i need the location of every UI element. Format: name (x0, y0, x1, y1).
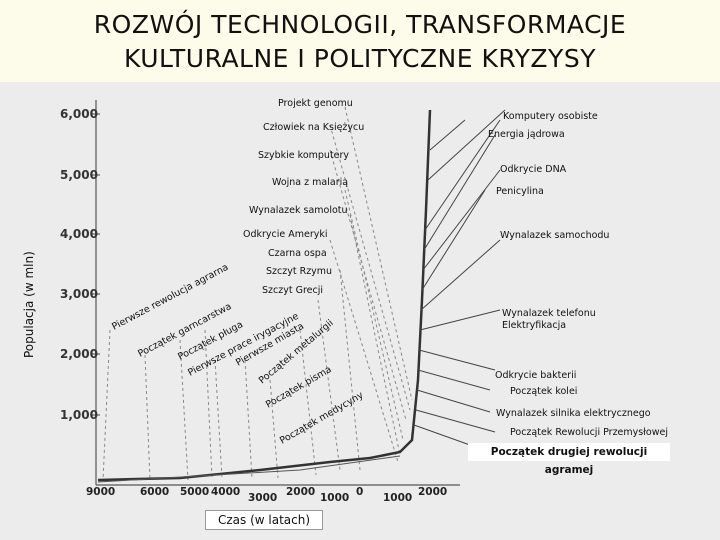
event-label: Wynalazek samolotu (249, 205, 348, 216)
y-tick-label: 3,000 (60, 287, 98, 301)
x-tick-label: 2000 (286, 486, 315, 498)
event-label: Odkrycie bakterii (495, 370, 576, 381)
figure-background (0, 82, 720, 540)
y-tick-label: 5,000 (60, 168, 98, 182)
x-tick-label: 3000 (248, 492, 277, 504)
title-band (0, 0, 720, 82)
event-label: Projekt genomu (278, 98, 353, 109)
tree-branches (413, 109, 506, 446)
event-label: Szczyt Rzymu (266, 266, 332, 277)
event-label: Początek kolei (510, 386, 577, 397)
y-tick-label: 6,000 (60, 107, 98, 121)
event-label: Czarna ospa (268, 248, 327, 259)
event-label: Wojna z malarią (272, 177, 348, 188)
y-tick-label: 1,000 (60, 408, 98, 422)
x-tick-label: 4000 (211, 486, 240, 498)
event-label-diagonal: Początek medycyny (278, 390, 366, 447)
event-label: Szybkie komputery (258, 150, 349, 161)
event-label: Szczyt Grecji (262, 285, 323, 296)
x-tick-label: 9000 (86, 486, 115, 498)
event-label: Odkrycie DNA (500, 164, 567, 175)
y-axis-label: Populacja (w mln) (22, 251, 36, 358)
x-tick-label: 6000 (140, 486, 169, 498)
event-label: Odkrycie Ameryki (243, 229, 328, 240)
event-label: Wynalazek telefonu (502, 308, 596, 319)
event-drop-lines (102, 106, 413, 481)
second-agricultural-revolution-label: Początek drugiej rewolucji agramej (468, 443, 670, 476)
x-axis-label: Czas (w latach) (205, 510, 323, 530)
x-tick-label: 1000 (320, 492, 349, 504)
x-ticks: 9000 6000 5000 4000 3000 2000 1000 0 100… (86, 486, 447, 504)
event-label: Energia jądrowa (488, 129, 565, 140)
event-label: Penicylina (496, 186, 544, 197)
x-tick-label: 2000 (418, 486, 447, 498)
y-tick-label: 4,000 (60, 227, 98, 241)
event-label: Człowiek na Księżycu (263, 122, 364, 133)
event-label: Komputery osobiste (503, 111, 598, 122)
event-label: Wynalazek samochodu (500, 230, 609, 241)
title-line-1: ROZWÓJ TECHNOLOGII, TRANSFORMACJE (93, 10, 627, 39)
event-label-diagonal: Pierwsze rewolucja agrarna (110, 262, 230, 333)
x-tick-label: 5000 (180, 486, 209, 498)
title-line-2: KULTURALNE I POLITYCZNE KRYZYSY (124, 44, 596, 73)
event-label: Wynalazek silnika elektrycznego (496, 408, 651, 419)
x-tick-label: 1000 (383, 492, 412, 504)
event-label: Początek Rewolucji Przemysłowej (510, 427, 668, 438)
population-curve-shadow (97, 455, 401, 483)
x-tick-label: 0 (356, 486, 363, 498)
y-ticks: 6,000 5,000 4,000 3,000 2,000 1,000 (60, 107, 100, 422)
event-label: Elektryfikacja (502, 320, 566, 331)
y-tick-label: 2,000 (60, 347, 98, 361)
